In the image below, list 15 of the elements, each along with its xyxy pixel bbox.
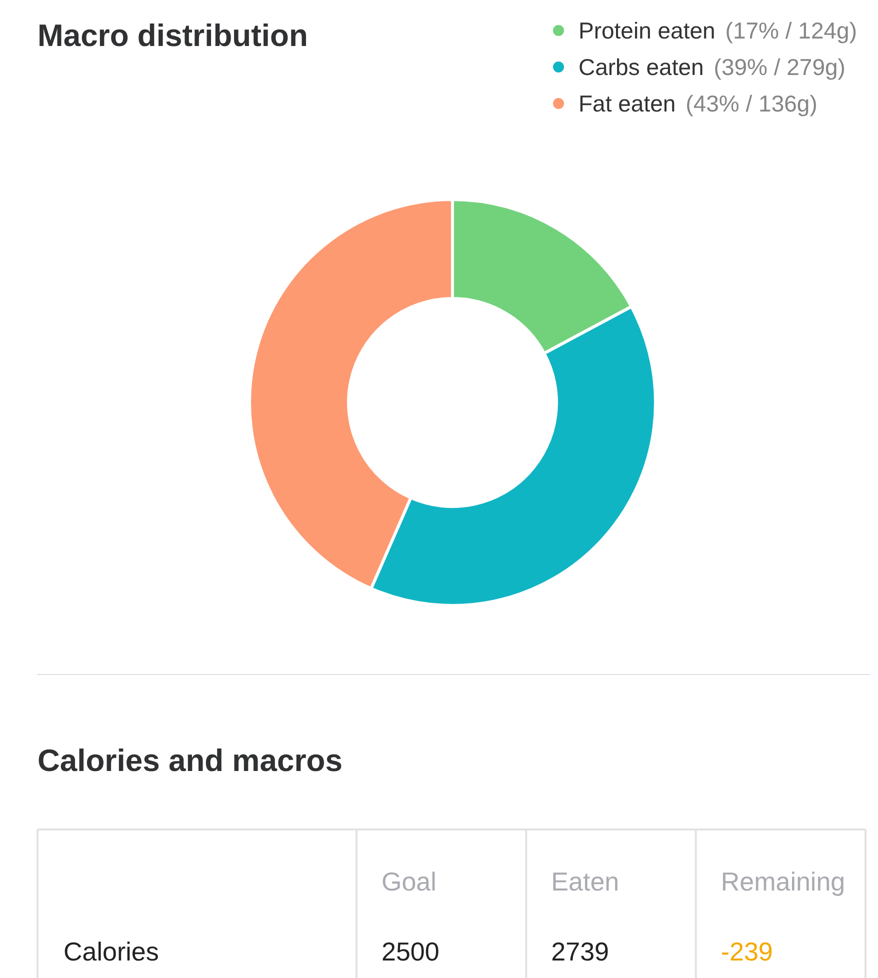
category-label: Remaining <box>720 866 846 896</box>
chart-title: Macro distribution <box>38 18 308 53</box>
data-label: (39% / 279g) <box>714 54 846 80</box>
data-label: 2739 <box>551 936 610 966</box>
data-label: (17% / 124g) <box>725 18 858 44</box>
legend-label: Fat eaten <box>578 90 676 116</box>
series-label: Calories <box>64 936 159 966</box>
legend-label: Protein eaten <box>578 18 716 44</box>
data-label: 2500 <box>382 936 440 966</box>
category-label: Eaten <box>551 866 620 896</box>
data-label: (43% / 136g) <box>686 90 818 116</box>
category-label: Goal <box>382 866 436 896</box>
data-label: -239 <box>720 936 773 966</box>
text: Calories and macros <box>38 743 342 778</box>
legend-label: Carbs eaten <box>578 54 704 80</box>
